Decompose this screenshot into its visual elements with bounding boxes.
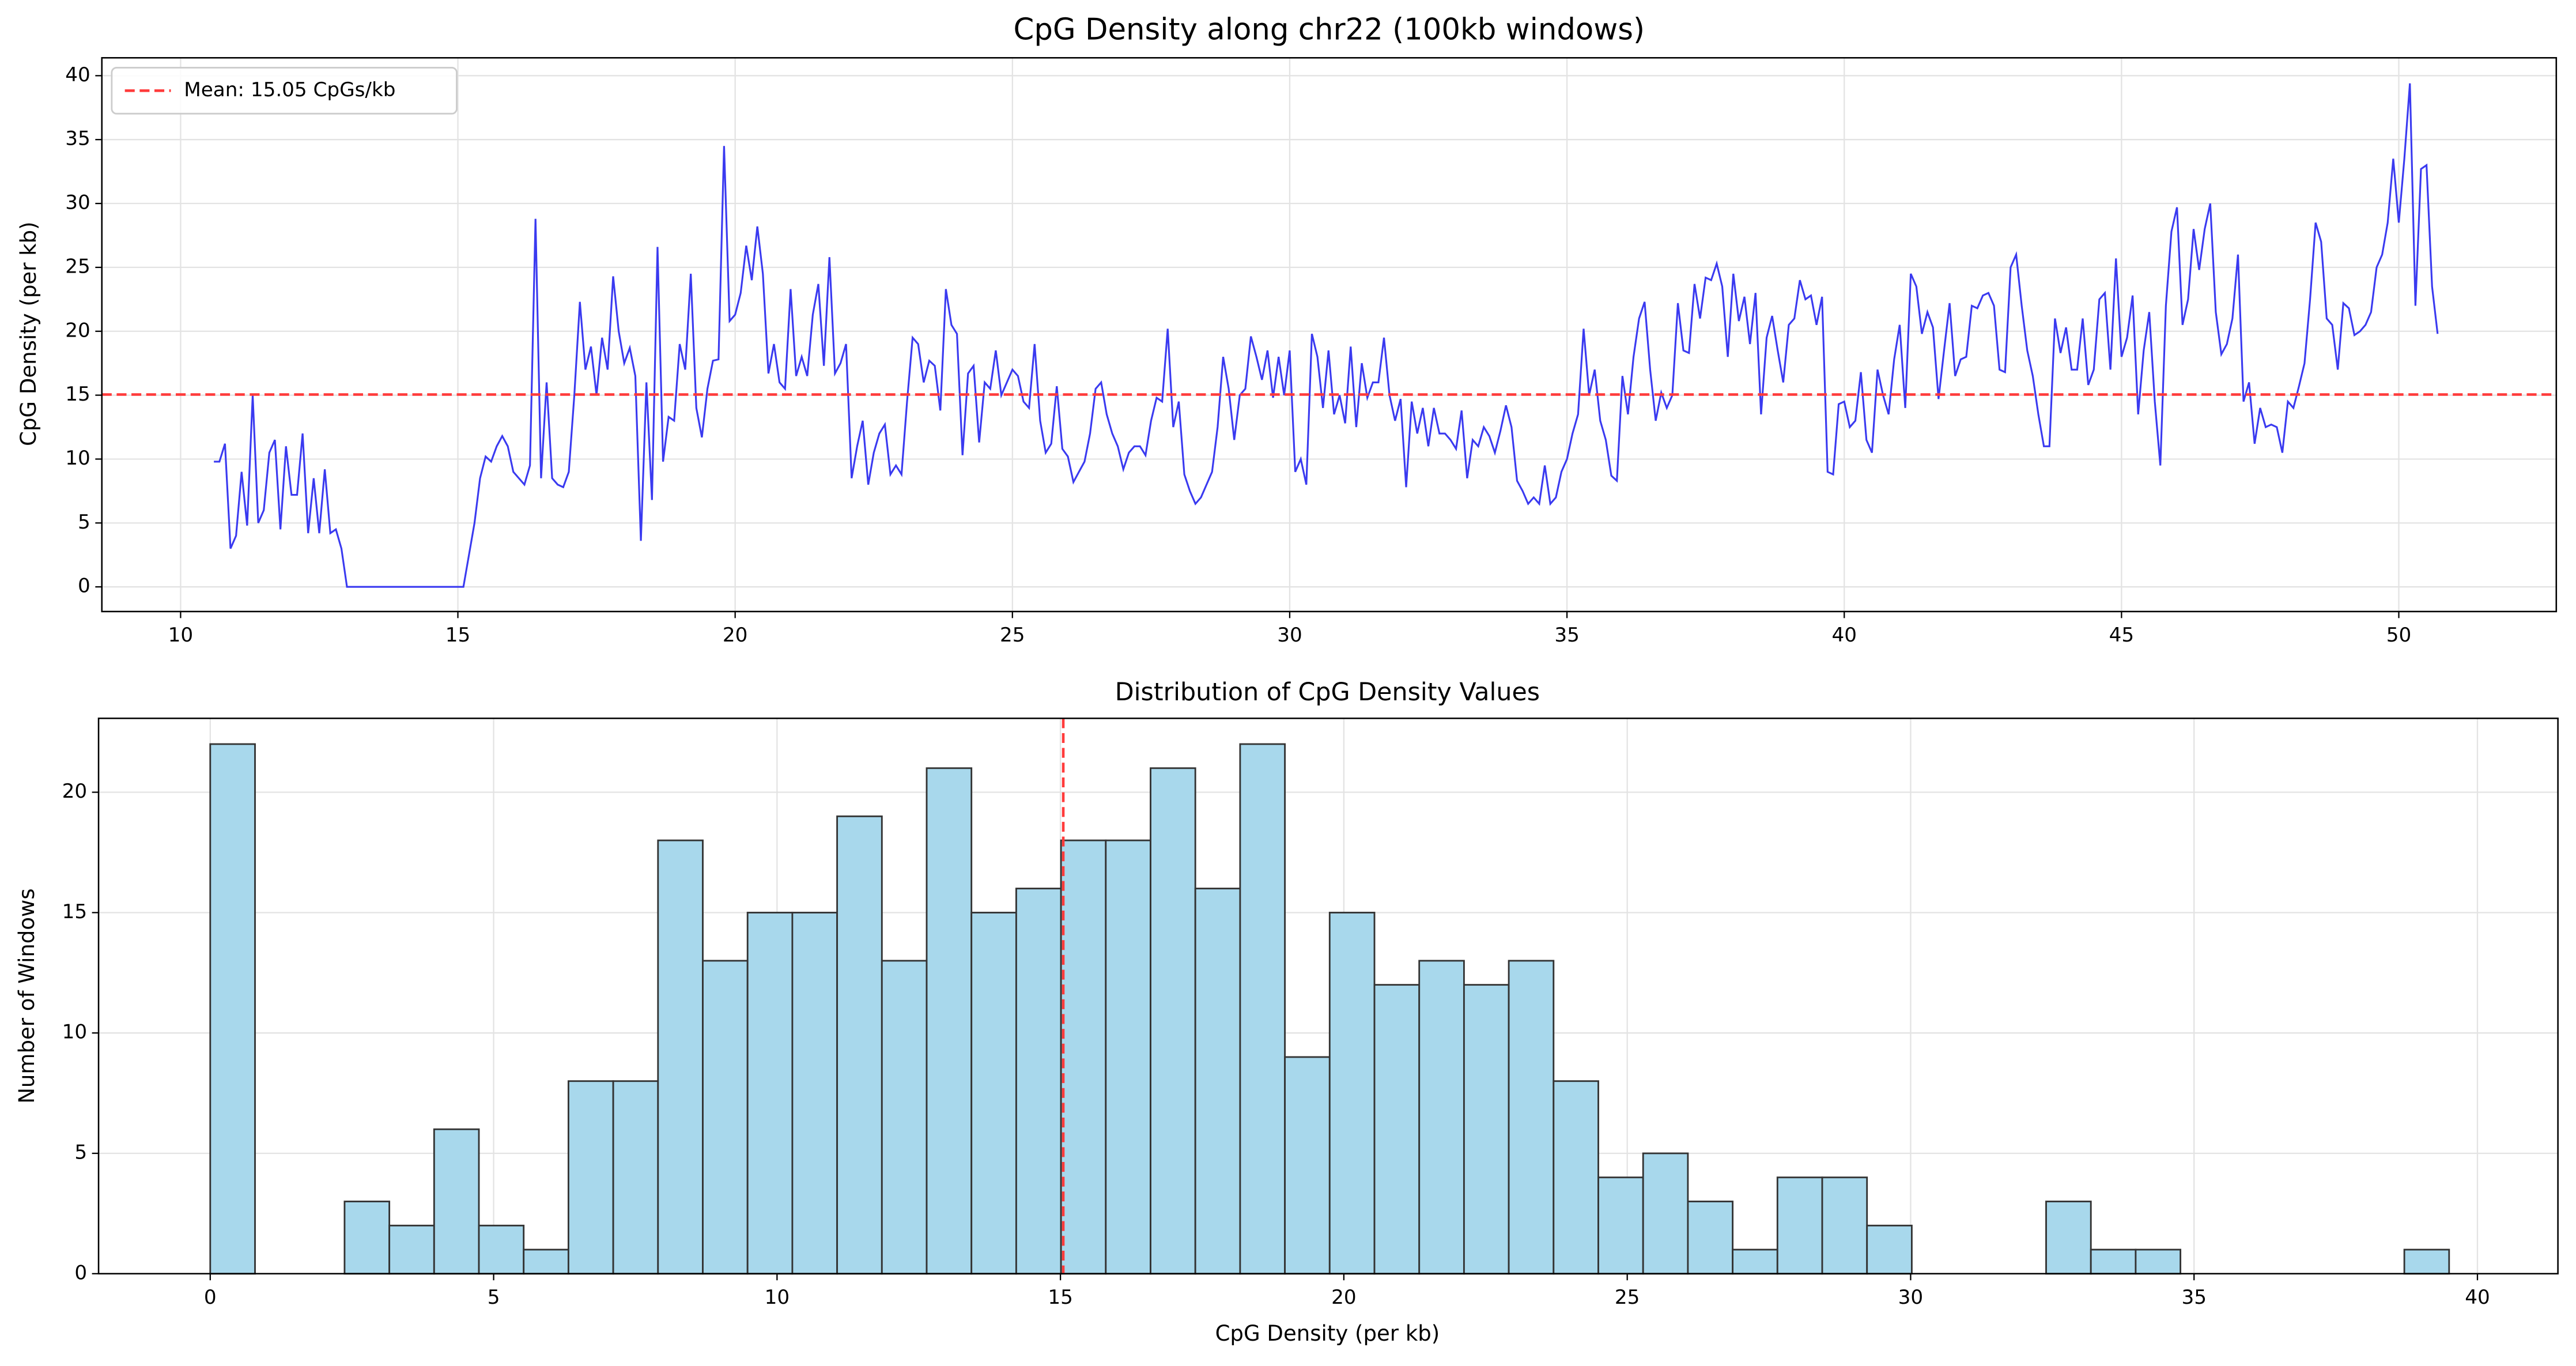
- histogram-bar: [970, 911, 1017, 1275]
- plot-frame: [101, 57, 2558, 613]
- histogram-bar: [1328, 911, 1376, 1275]
- histogram-bar: [209, 743, 256, 1275]
- histogram-bar: [1060, 839, 1107, 1275]
- x-tick-label: 20: [1331, 1286, 1357, 1309]
- histogram-bar: [1508, 960, 1555, 1275]
- histogram-bar: [836, 815, 883, 1275]
- histogram-bar: [746, 911, 794, 1275]
- y-tick-label: 10: [65, 447, 90, 470]
- legend-label: Mean: 15.05 CpGs/kb: [184, 78, 395, 101]
- data-line: [214, 83, 2439, 588]
- histogram-bar: [881, 960, 928, 1275]
- histogram-bar: [702, 960, 749, 1275]
- histogram-bar: [1150, 767, 1196, 1275]
- histogram-bar: [433, 1128, 480, 1275]
- histogram-bar: [2403, 1248, 2450, 1275]
- y-tick-label: 10: [62, 1021, 88, 1044]
- y-tick-label: 15: [62, 900, 88, 923]
- x-tick-label: 5: [488, 1286, 500, 1309]
- histogram-bar: [1373, 984, 1421, 1275]
- x-tick-label: 35: [2181, 1286, 2207, 1309]
- y-tick-label: 25: [65, 255, 90, 278]
- histogram-bar: [1463, 984, 1510, 1275]
- x-tick-label: 15: [1048, 1286, 1073, 1309]
- histogram-bar: [1597, 1176, 1644, 1275]
- x-tick-label: 50: [2386, 624, 2412, 647]
- x-tick-label: 45: [2109, 624, 2135, 647]
- x-axis-label: CpG Density (per kb): [1215, 1321, 1440, 1346]
- histogram-bar: [567, 1080, 614, 1275]
- histogram-bar: [657, 839, 704, 1275]
- histogram-bar: [926, 767, 973, 1275]
- x-tick-label: 40: [2465, 1286, 2490, 1309]
- chart-title: CpG Density along chr22 (100kb windows): [1014, 13, 1645, 47]
- histogram-bar: [1866, 1224, 1913, 1275]
- plot-frame: [97, 718, 2559, 1275]
- y-axis-label: Number of Windows: [14, 888, 39, 1103]
- histogram-bar: [791, 911, 838, 1275]
- y-tick-label: 5: [74, 1141, 87, 1164]
- histogram-bar: [1776, 1176, 1823, 1275]
- x-tick-label: 20: [723, 624, 748, 647]
- histogram-bar: [1553, 1080, 1599, 1275]
- histogram-bar: [1821, 1176, 1868, 1275]
- histogram-bar: [1194, 888, 1241, 1275]
- x-tick-label: 30: [1898, 1286, 1924, 1309]
- histogram-bar: [1642, 1152, 1689, 1275]
- histogram-bar: [612, 1080, 659, 1275]
- y-tick-label: 5: [78, 511, 90, 534]
- x-tick-label: 10: [168, 624, 194, 647]
- histogram-bar: [1239, 743, 1286, 1275]
- x-tick-label: 10: [765, 1286, 790, 1309]
- y-axis-label: CpG Density (per kb): [16, 221, 41, 446]
- x-tick-label: 25: [1000, 624, 1025, 647]
- y-tick-label: 35: [65, 127, 90, 150]
- histogram-bar: [1015, 888, 1062, 1275]
- x-tick-label: 40: [1831, 624, 1857, 647]
- histogram-bar: [1418, 960, 1465, 1275]
- histogram-bar: [2090, 1248, 2137, 1275]
- histogram-bar: [478, 1224, 525, 1275]
- chart-title: Distribution of CpG Density Values: [1115, 678, 1540, 707]
- x-tick-label: 35: [1554, 624, 1580, 647]
- histogram-bar: [1732, 1248, 1778, 1275]
- y-tick-label: 20: [62, 780, 88, 803]
- histogram-bar: [1284, 1056, 1331, 1275]
- histogram-bar: [1687, 1201, 1734, 1275]
- x-tick-label: 30: [1277, 624, 1302, 647]
- x-tick-label: 0: [204, 1286, 217, 1309]
- x-tick-label: 15: [445, 624, 471, 647]
- legend-box: [111, 66, 458, 115]
- y-tick-label: 20: [65, 319, 90, 342]
- histogram-bar: [2135, 1248, 2182, 1275]
- histogram-bar: [2045, 1201, 2092, 1275]
- y-tick-label: 0: [74, 1261, 87, 1284]
- histogram-bar: [388, 1224, 435, 1275]
- y-tick-label: 0: [78, 575, 90, 598]
- histogram-bar: [343, 1201, 391, 1275]
- histogram-bar: [523, 1248, 569, 1275]
- y-tick-label: 15: [65, 383, 90, 406]
- x-tick-label: 25: [1615, 1286, 1640, 1309]
- histogram-bar: [1105, 839, 1151, 1275]
- y-tick-label: 30: [65, 191, 90, 214]
- y-tick-label: 40: [65, 63, 90, 86]
